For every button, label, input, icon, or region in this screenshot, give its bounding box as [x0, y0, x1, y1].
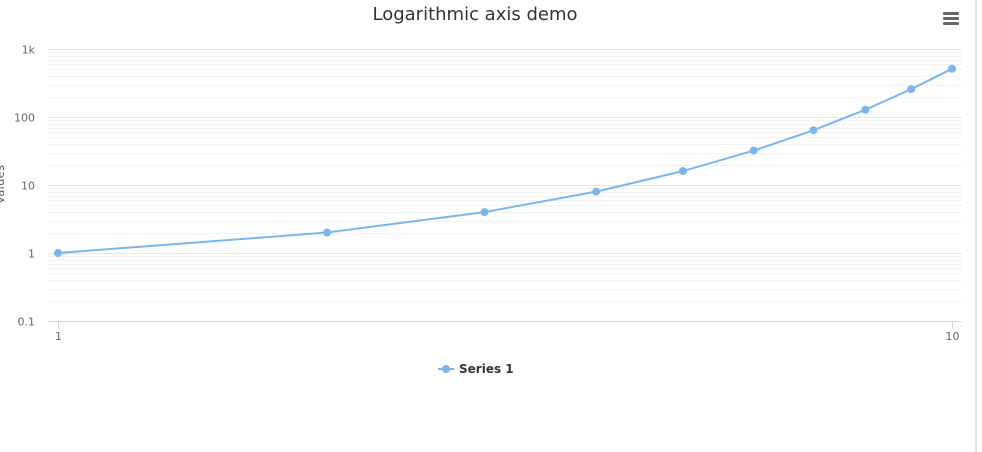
series-layer	[54, 64, 956, 257]
y-tick-label: 1	[28, 248, 35, 261]
data-point	[323, 228, 332, 237]
legend-label: Series 1	[459, 362, 514, 376]
menu-bar-bottom	[943, 22, 959, 25]
y-tick-label: 100	[14, 112, 35, 125]
menu-bar-middle	[943, 17, 959, 20]
data-point	[907, 85, 916, 94]
data-point	[54, 249, 62, 257]
page-border	[975, 0, 977, 452]
legend-item-series-1[interactable]: Series 1	[438, 360, 514, 378]
data-point	[948, 64, 956, 73]
data-point	[749, 146, 758, 155]
y-axis-title: Values	[0, 165, 7, 204]
legend-dot	[442, 365, 450, 373]
y-tick-label: 10	[21, 180, 35, 193]
data-point	[809, 126, 818, 135]
data-point	[592, 187, 601, 196]
data-point	[861, 105, 870, 114]
x-tick-label: 10	[946, 330, 960, 343]
y-tick-label: 0.1	[18, 316, 36, 329]
data-point	[678, 167, 687, 176]
hamburger-menu-icon[interactable]	[938, 8, 962, 30]
menu-bar-top	[943, 12, 959, 15]
legend-symbol-icon	[438, 360, 454, 378]
series-line	[57, 67, 953, 254]
minor-gridlines	[48, 52, 962, 302]
major-gridlines	[48, 49, 962, 254]
y-tick-label: 1k	[22, 44, 36, 57]
axes	[48, 321, 962, 329]
x-tick-label: 1	[55, 330, 62, 343]
chart-title: Logarithmic axis demo	[372, 4, 578, 25]
data-point	[480, 208, 489, 217]
tick-labels: 0.1 1 10 100 1k 1 10 Values	[0, 44, 960, 344]
